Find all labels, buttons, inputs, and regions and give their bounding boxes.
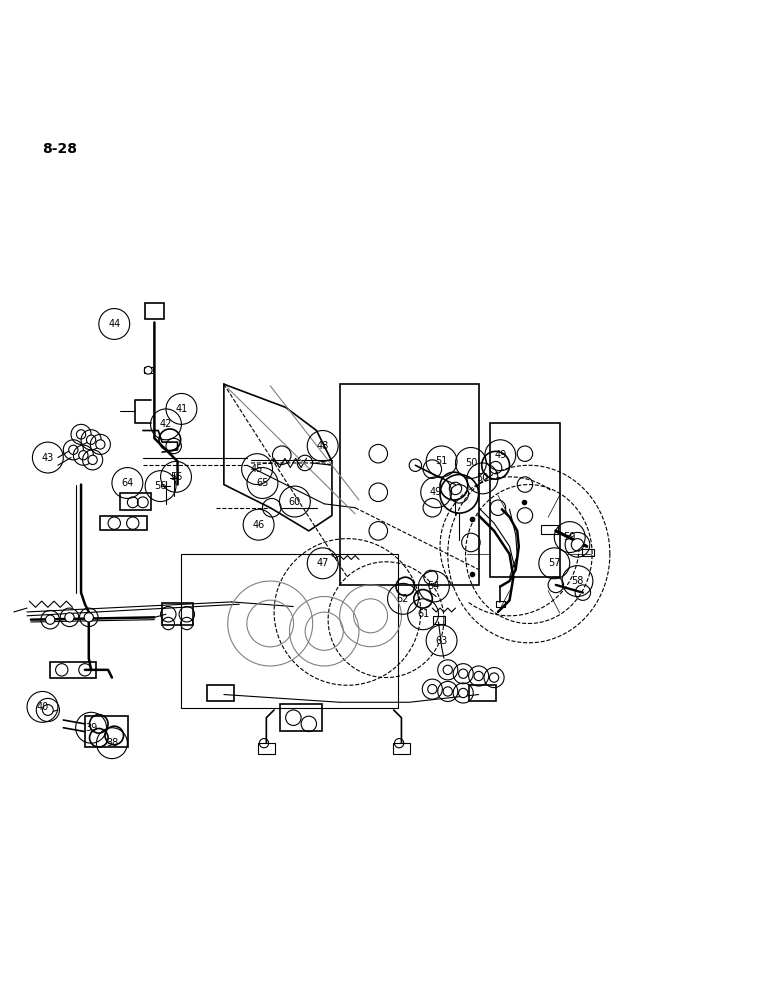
Bar (541, 525, 558, 534)
Text: 45: 45 (251, 464, 263, 474)
Circle shape (86, 435, 96, 444)
Text: 57: 57 (548, 558, 560, 568)
Bar (469, 685, 496, 701)
Bar (162, 603, 193, 625)
Bar (120, 493, 151, 510)
Bar (85, 716, 128, 747)
Text: 48: 48 (317, 441, 329, 451)
Text: 56: 56 (154, 481, 167, 491)
Circle shape (459, 688, 468, 698)
Text: 50: 50 (465, 458, 477, 468)
Circle shape (65, 613, 74, 622)
Circle shape (489, 673, 499, 682)
Circle shape (144, 366, 152, 374)
Text: 41: 41 (175, 404, 188, 414)
Bar (582, 549, 594, 556)
Text: 54: 54 (428, 581, 440, 591)
Text: 49: 49 (494, 450, 506, 460)
Bar (181, 554, 398, 708)
Bar (340, 384, 479, 585)
Circle shape (42, 705, 53, 715)
Text: 55: 55 (170, 472, 182, 482)
Bar (490, 423, 560, 577)
Circle shape (571, 539, 584, 551)
Text: 50: 50 (476, 473, 489, 483)
Circle shape (76, 430, 86, 439)
Text: 44: 44 (108, 319, 120, 329)
Bar (50, 662, 96, 678)
Circle shape (443, 687, 452, 696)
Text: 59: 59 (564, 532, 576, 542)
Text: 65: 65 (256, 478, 269, 488)
Text: 43: 43 (42, 453, 54, 463)
Text: 47: 47 (317, 558, 329, 568)
Circle shape (46, 615, 55, 624)
Bar (206, 685, 233, 701)
Bar (496, 601, 505, 607)
Text: 51: 51 (435, 456, 448, 466)
Circle shape (79, 451, 88, 460)
Text: 40: 40 (36, 702, 49, 712)
Circle shape (84, 613, 93, 622)
Bar (258, 743, 275, 754)
Text: 39: 39 (85, 723, 97, 733)
Circle shape (88, 455, 97, 464)
Text: 49: 49 (430, 487, 442, 497)
Bar (434, 616, 445, 624)
Bar (144, 367, 153, 373)
Circle shape (96, 440, 105, 449)
Bar (393, 743, 410, 754)
Bar (279, 704, 322, 731)
Text: 64: 64 (121, 478, 134, 488)
Circle shape (428, 685, 437, 694)
Text: 42: 42 (160, 419, 172, 429)
Text: 58: 58 (571, 576, 584, 586)
Bar (100, 516, 147, 530)
Text: 8-28: 8-28 (42, 142, 77, 156)
Circle shape (443, 665, 452, 674)
Text: 46: 46 (252, 520, 265, 530)
Text: 62: 62 (397, 594, 409, 604)
Text: 38: 38 (106, 738, 118, 748)
Circle shape (474, 671, 483, 681)
Text: 60: 60 (289, 497, 301, 507)
Bar (144, 303, 164, 319)
Text: 61: 61 (417, 609, 429, 619)
Text: 63: 63 (435, 636, 448, 646)
Circle shape (459, 669, 468, 678)
Circle shape (69, 445, 78, 454)
